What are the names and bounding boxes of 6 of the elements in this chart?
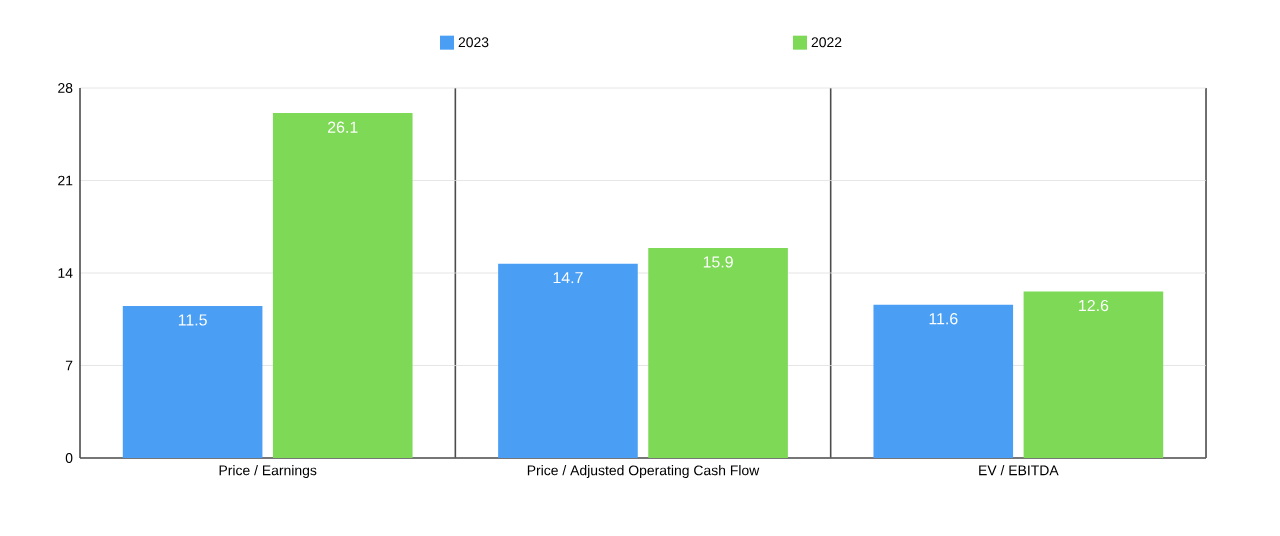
bar [498,263,638,458]
bar [648,247,788,458]
bar [122,306,263,458]
bar [1023,291,1164,458]
bar [873,304,1014,458]
bar [272,113,413,458]
